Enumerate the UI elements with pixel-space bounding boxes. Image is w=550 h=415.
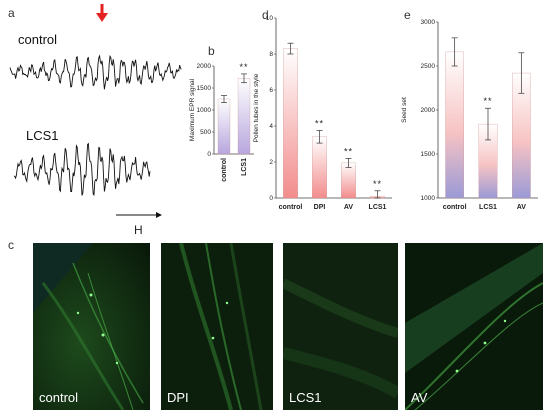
panel-d-letter: d — [262, 8, 269, 22]
epr-trace-lcs1 — [13, 142, 151, 196]
y-tick-label: 500 — [200, 129, 211, 136]
category-label: DPI — [314, 204, 326, 211]
micrograph-label-av: AV — [411, 390, 428, 405]
bar-control — [217, 98, 231, 155]
chart-b: 0 500 1000 1500 2000 Maximum EPR signal contro… — [189, 62, 254, 182]
category-label: LCS1 — [369, 204, 387, 211]
micrograph-label-lcs1: LCS1 — [289, 390, 322, 405]
y-axis-label: Maximum EPR signal — [189, 78, 196, 141]
bar-dpi — [312, 136, 327, 199]
y-tick-label: 0 — [269, 195, 273, 202]
field-axis-label: H — [134, 223, 143, 237]
y-tick-label: 2500 — [421, 63, 436, 70]
micrograph-lcs1: LCS1 — [283, 243, 398, 410]
category-label: control — [279, 204, 303, 211]
bar-av — [341, 162, 356, 199]
micrograph-label-dpi: DPI — [167, 390, 189, 405]
significance-marker: ** — [315, 119, 324, 129]
y-tick-label: 2 — [269, 159, 273, 166]
y-tick-label: 1500 — [421, 151, 436, 158]
red-arrow-icon — [96, 4, 108, 22]
y-tick-label: 3000 — [421, 19, 436, 26]
micrograph-dpi: DPI — [161, 243, 273, 410]
category-label: control — [443, 204, 467, 211]
epr-trace-control — [9, 54, 182, 90]
bar-lcs1 — [237, 78, 251, 155]
chart-e: 1000 1500 2000 2500 3000 Seed set control ** LCS… — [401, 19, 538, 211]
y-tick-label: 1500 — [197, 85, 212, 92]
significance-marker: ** — [373, 179, 382, 189]
y-axis-label: Seed set — [401, 97, 408, 123]
significance-marker: ** — [344, 146, 353, 156]
panel-c-letter: c — [8, 238, 14, 252]
panel-e-letter: e — [404, 8, 411, 22]
category-label: AV — [344, 204, 354, 211]
y-tick-label: 0 — [207, 151, 211, 158]
y-tick-label: 1000 — [197, 107, 212, 114]
epr-traces — [9, 4, 182, 218]
panel-b-letter: b — [208, 44, 215, 58]
category-label: control — [221, 158, 228, 182]
category-label: LCS1 — [479, 204, 497, 211]
y-tick-label: 2000 — [421, 107, 436, 114]
panel-a-letter: a — [8, 6, 15, 20]
chart-d: 0 2 4 6 8 10 Pollen tubes in the style control *… — [253, 15, 392, 211]
trace-label-control: control — [18, 32, 58, 47]
y-tick-label: 8 — [269, 51, 273, 58]
field-axis-arrow-icon — [116, 212, 162, 218]
y-tick-label: 2000 — [197, 63, 212, 70]
y-tick-label: 10 — [266, 15, 274, 22]
category-label: AV — [517, 204, 527, 211]
y-axis-label: Pollen tubes in the style — [253, 73, 260, 142]
micrograph-av: AV — [405, 243, 543, 410]
significance-marker: ** — [239, 62, 248, 72]
significance-marker: ** — [483, 96, 492, 106]
trace-label-lcs1: LCS1 — [26, 128, 59, 143]
y-tick-label: 4 — [269, 123, 273, 130]
category-label: LCS1 — [241, 158, 248, 176]
micrograph-label-control: control — [39, 390, 79, 405]
y-tick-label: 6 — [269, 87, 273, 94]
micrograph-control: control — [33, 243, 150, 410]
y-tick-label: 1000 — [421, 195, 436, 202]
bar-control — [445, 51, 464, 199]
bar-control — [283, 48, 298, 199]
